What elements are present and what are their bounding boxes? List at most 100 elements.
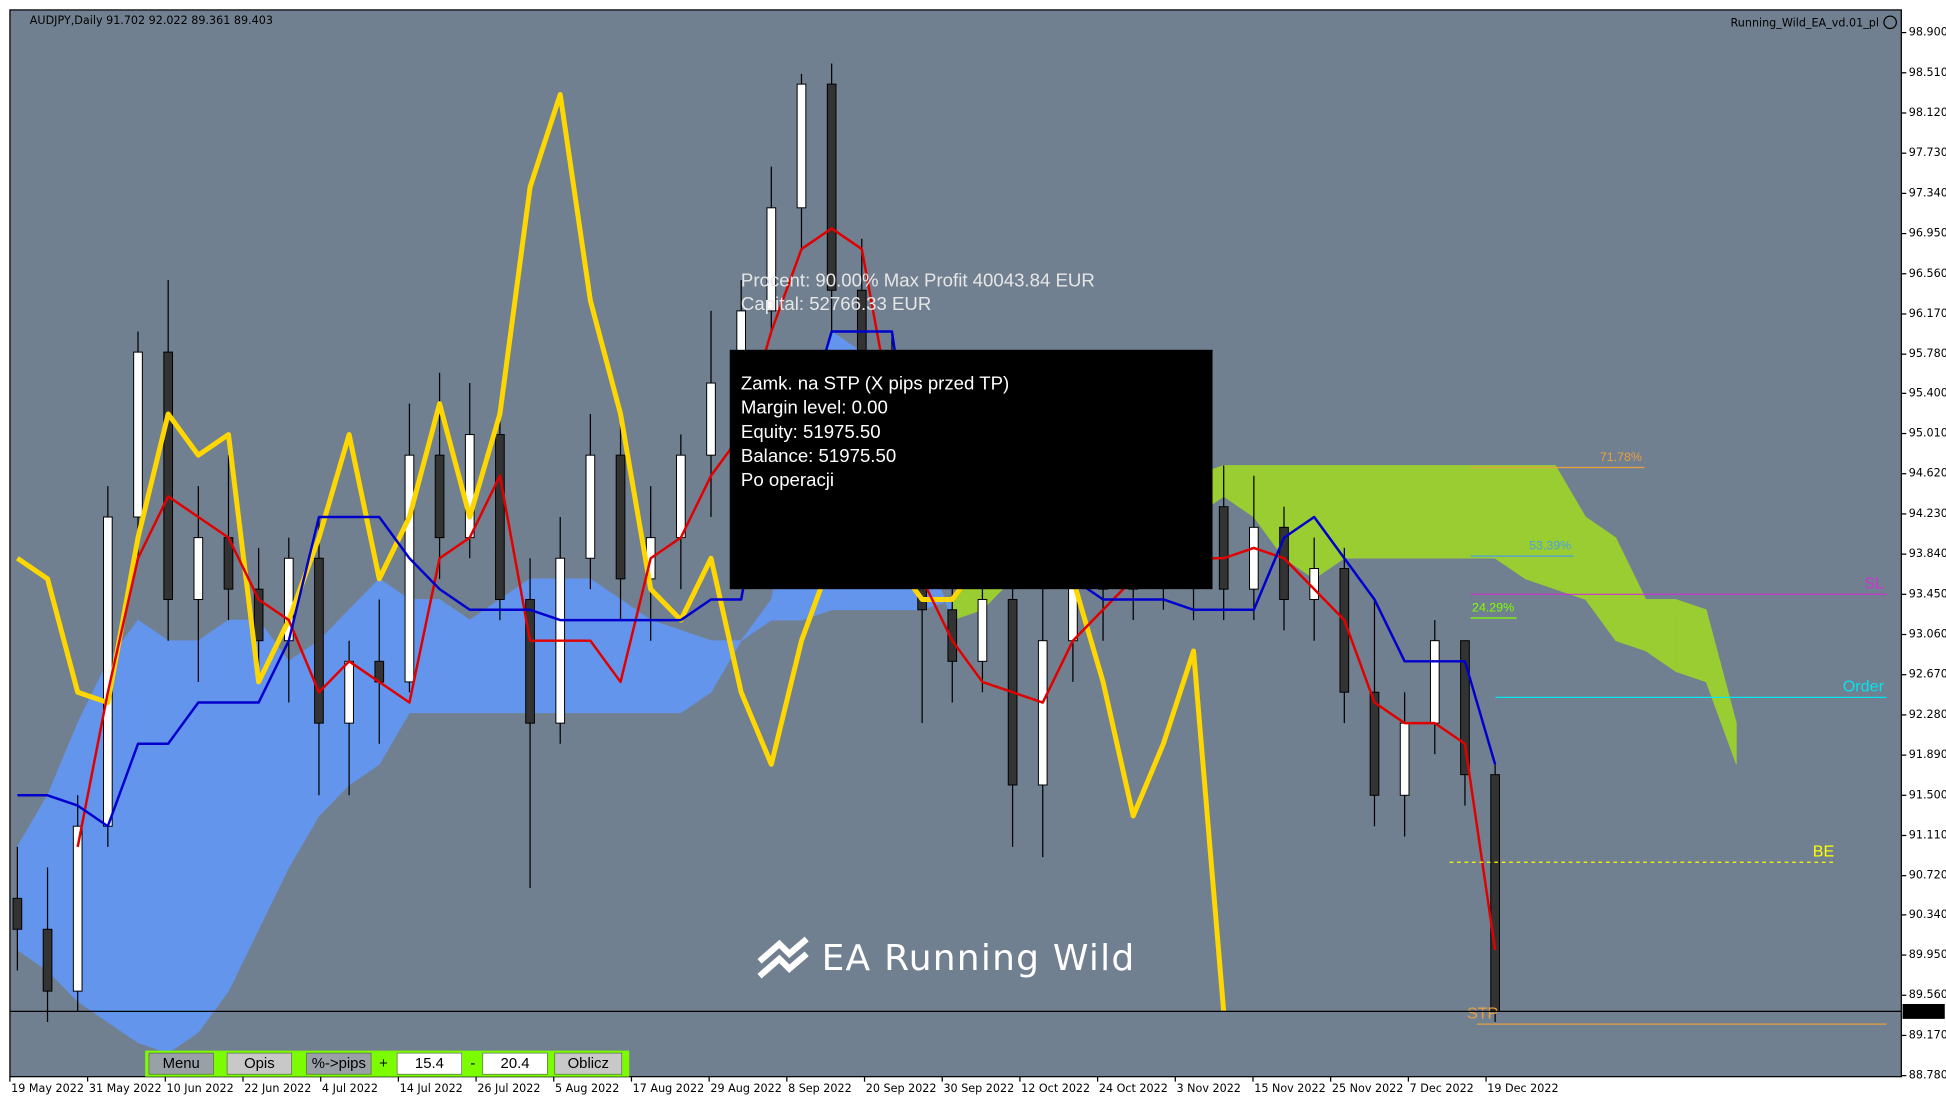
ea-name: Running_Wild_EA_vd.01_pl	[1731, 17, 1879, 30]
level-label: 24.29%	[1472, 600, 1514, 614]
pips-button-bg[interactable]	[306, 1052, 372, 1075]
level-label: SL	[1864, 575, 1884, 593]
y-tick-label: 89.560	[1909, 988, 1946, 1001]
candle-body	[72, 825, 83, 992]
x-tick-label: 12 Oct 2022	[1021, 1082, 1090, 1095]
y-tick-label: 93.450	[1909, 587, 1946, 600]
minus-input[interactable]: 20.4	[501, 1056, 530, 1072]
minus-sign: -	[470, 1056, 475, 1072]
symbol-line: AUDJPY,Daily 91.702 92.022 89.361 89.403	[30, 14, 273, 27]
x-tick-label: 5 Aug 2022	[555, 1082, 619, 1095]
menu-button[interactable]: Menu	[163, 1056, 200, 1072]
x-tick-label: 3 Nov 2022	[1177, 1082, 1241, 1095]
candle-body	[585, 454, 596, 559]
level-label: 71.78%	[1600, 450, 1642, 464]
candle-body	[1369, 691, 1380, 796]
x-tick-label: 29 Aug 2022	[710, 1082, 781, 1095]
y-tick-label: 90.340	[1909, 908, 1946, 921]
opis-button[interactable]: Opis	[244, 1056, 275, 1072]
candle-body	[344, 660, 354, 724]
cloud-segment	[1344, 465, 1375, 559]
minus-input-bg[interactable]	[482, 1052, 548, 1075]
x-tick-label: 8 Sep 2022	[788, 1082, 852, 1095]
pips-button[interactable]: %->pips	[312, 1056, 366, 1072]
x-tick-label: 17 Aug 2022	[633, 1082, 704, 1095]
candle-body	[434, 454, 445, 539]
y-tick-label: 92.670	[1909, 668, 1946, 681]
x-tick-label: 25 Nov 2022	[1332, 1082, 1403, 1095]
menu-button-bg[interactable]	[148, 1052, 214, 1075]
cloud-segment	[198, 619, 229, 1034]
smiley-icon	[1883, 15, 1897, 30]
y-tick-label: 97.340	[1909, 186, 1946, 199]
panel-line: Equity: 51975.50	[741, 421, 881, 442]
candle-body	[796, 83, 807, 209]
y-tick-label: 89.950	[1909, 948, 1946, 961]
cloud-segment	[228, 619, 259, 992]
cloud-segment	[650, 619, 682, 714]
info-panel	[729, 349, 1213, 590]
candle-body	[314, 557, 324, 724]
candle-body	[947, 609, 958, 662]
panel-line: Margin level: 0.00	[741, 397, 888, 418]
candle-body	[103, 516, 113, 827]
y-tick-label: 91.110	[1909, 828, 1946, 841]
plus-input-bg[interactable]	[396, 1052, 462, 1075]
candle-body	[133, 351, 143, 518]
panel-line: Po operacji	[741, 469, 834, 490]
candle-body	[495, 434, 505, 600]
cloud-segment	[1404, 465, 1436, 559]
opis-button-bg[interactable]	[226, 1052, 292, 1075]
y-tick-label: 92.280	[1909, 708, 1946, 721]
x-tick-label: 15 Nov 2022	[1254, 1082, 1325, 1095]
info-line: Capital: 52766.33 EUR	[741, 293, 931, 314]
cloud-segment	[1464, 465, 1496, 559]
candle-body	[826, 83, 837, 291]
x-tick-label: 19 May 2022	[11, 1082, 84, 1095]
y-tick-label: 94.620	[1909, 467, 1946, 480]
cloud-segment	[1434, 465, 1466, 559]
y-tick-label: 95.780	[1909, 347, 1946, 360]
info-line: Procent: 90.00% Max Profit 40043.84 EUR	[741, 269, 1095, 290]
y-tick-label: 95.400	[1909, 386, 1946, 399]
candle-body	[1037, 640, 1048, 786]
cloud-segment	[1705, 609, 1737, 765]
panel-line: Zamk. na STP (X pips przed TP)	[741, 372, 1009, 393]
y-tick-label: 91.500	[1909, 788, 1946, 801]
candle-body	[706, 382, 716, 456]
indicator-line	[76, 227, 1497, 951]
y-tick-label: 93.060	[1909, 628, 1946, 641]
calc-button-bg[interactable]	[554, 1052, 623, 1075]
candle-body	[253, 588, 264, 642]
x-tick-label: 24 Oct 2022	[1099, 1082, 1168, 1095]
toolbar	[145, 1050, 630, 1077]
y-tick-label: 98.900	[1909, 26, 1946, 39]
plus-sign: +	[379, 1056, 388, 1072]
y-tick-label: 98.510	[1909, 66, 1946, 79]
y-tick-label: 93.840	[1909, 547, 1946, 560]
y-tick-label: 96.170	[1909, 307, 1946, 320]
y-tick-label: 90.720	[1909, 869, 1946, 882]
y-tick-label: 89.170	[1909, 1028, 1946, 1041]
candle-body	[404, 454, 415, 683]
y-tick-label: 94.230	[1909, 507, 1946, 520]
cloud-segment	[1675, 599, 1707, 683]
candle-body	[163, 351, 174, 600]
candle-body	[977, 598, 988, 662]
x-tick-label: 31 May 2022	[89, 1082, 162, 1095]
logo-text: EA Running Wild	[822, 938, 1136, 979]
current-price-box	[1902, 1003, 1945, 1019]
calc-button[interactable]: Oblicz	[568, 1056, 609, 1072]
y-tick-label: 96.560	[1909, 267, 1946, 280]
plus-input[interactable]: 15.4	[415, 1056, 444, 1072]
candle-body	[42, 928, 53, 992]
candle-body	[1399, 722, 1410, 796]
candle-body	[193, 537, 204, 600]
y-tick-label: 95.010	[1909, 427, 1946, 440]
y-tick-label: 97.730	[1909, 146, 1946, 159]
candle-body	[464, 434, 475, 539]
x-tick-label: 19 Dec 2022	[1487, 1082, 1558, 1095]
current-price-label: 89.403	[1906, 1004, 1945, 1017]
x-tick-label: 7 Dec 2022	[1410, 1082, 1474, 1095]
